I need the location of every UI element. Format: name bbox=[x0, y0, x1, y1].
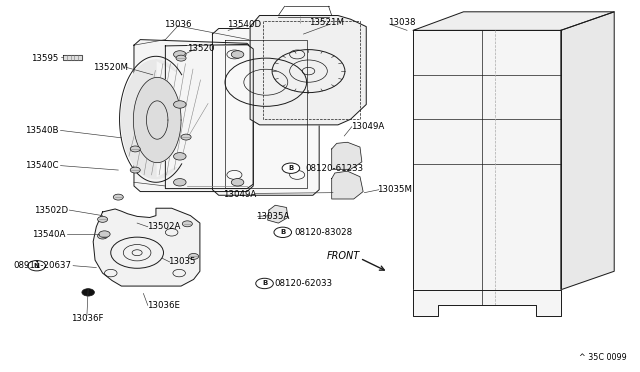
Text: 08911-20637: 08911-20637 bbox=[13, 261, 71, 270]
Circle shape bbox=[97, 217, 108, 222]
Circle shape bbox=[99, 231, 110, 237]
Circle shape bbox=[176, 55, 186, 61]
Circle shape bbox=[173, 179, 186, 186]
Text: 13038: 13038 bbox=[388, 19, 416, 28]
Text: 13049A: 13049A bbox=[351, 122, 384, 131]
Circle shape bbox=[274, 227, 292, 237]
Polygon shape bbox=[413, 290, 561, 316]
Circle shape bbox=[173, 51, 186, 58]
Circle shape bbox=[231, 179, 244, 186]
Polygon shape bbox=[212, 29, 319, 195]
Text: 13035A: 13035A bbox=[257, 212, 290, 221]
Circle shape bbox=[28, 260, 45, 271]
Text: B: B bbox=[280, 229, 285, 235]
Circle shape bbox=[182, 221, 193, 227]
Polygon shape bbox=[93, 208, 200, 286]
Circle shape bbox=[97, 233, 108, 239]
Text: FRONT: FRONT bbox=[326, 251, 360, 261]
Polygon shape bbox=[63, 55, 82, 60]
Text: N: N bbox=[34, 263, 40, 269]
Text: 13520: 13520 bbox=[188, 44, 215, 53]
Text: 08120-61233: 08120-61233 bbox=[305, 164, 364, 173]
Text: 13595: 13595 bbox=[31, 54, 59, 62]
Text: 13035M: 13035M bbox=[377, 185, 412, 194]
Text: 08120-62033: 08120-62033 bbox=[274, 279, 332, 288]
Circle shape bbox=[282, 163, 300, 173]
Circle shape bbox=[231, 51, 244, 58]
Polygon shape bbox=[332, 142, 362, 169]
Polygon shape bbox=[122, 60, 176, 179]
Polygon shape bbox=[268, 205, 288, 223]
Circle shape bbox=[173, 153, 186, 160]
Text: 13521M: 13521M bbox=[309, 19, 344, 28]
Polygon shape bbox=[413, 12, 614, 31]
Text: 13036: 13036 bbox=[164, 20, 191, 29]
Text: 13049A: 13049A bbox=[223, 190, 257, 199]
Polygon shape bbox=[332, 171, 363, 199]
Polygon shape bbox=[250, 16, 366, 125]
Circle shape bbox=[181, 134, 191, 140]
Circle shape bbox=[130, 146, 140, 152]
Text: 13035: 13035 bbox=[168, 257, 196, 266]
Polygon shape bbox=[413, 31, 561, 290]
Text: 13502D: 13502D bbox=[34, 206, 68, 215]
Polygon shape bbox=[133, 77, 181, 163]
Text: B: B bbox=[262, 280, 267, 286]
Text: ^ 35C 0099: ^ 35C 0099 bbox=[579, 353, 627, 362]
Text: 13540C: 13540C bbox=[25, 161, 59, 170]
Circle shape bbox=[82, 289, 95, 296]
Text: 13540D: 13540D bbox=[227, 20, 261, 29]
Polygon shape bbox=[561, 12, 614, 290]
Text: 13540A: 13540A bbox=[31, 230, 65, 239]
Text: 13520M: 13520M bbox=[93, 63, 128, 72]
Text: 08120-83028: 08120-83028 bbox=[294, 228, 352, 237]
Text: 13036E: 13036E bbox=[147, 301, 180, 310]
Circle shape bbox=[130, 167, 140, 173]
Circle shape bbox=[189, 253, 198, 259]
Polygon shape bbox=[134, 39, 253, 192]
Text: 13036F: 13036F bbox=[70, 314, 103, 323]
Circle shape bbox=[173, 101, 186, 108]
Circle shape bbox=[113, 194, 124, 200]
Text: 13502A: 13502A bbox=[147, 222, 180, 231]
Circle shape bbox=[256, 278, 273, 289]
Text: 13540B: 13540B bbox=[25, 126, 59, 135]
Text: B: B bbox=[288, 165, 294, 171]
